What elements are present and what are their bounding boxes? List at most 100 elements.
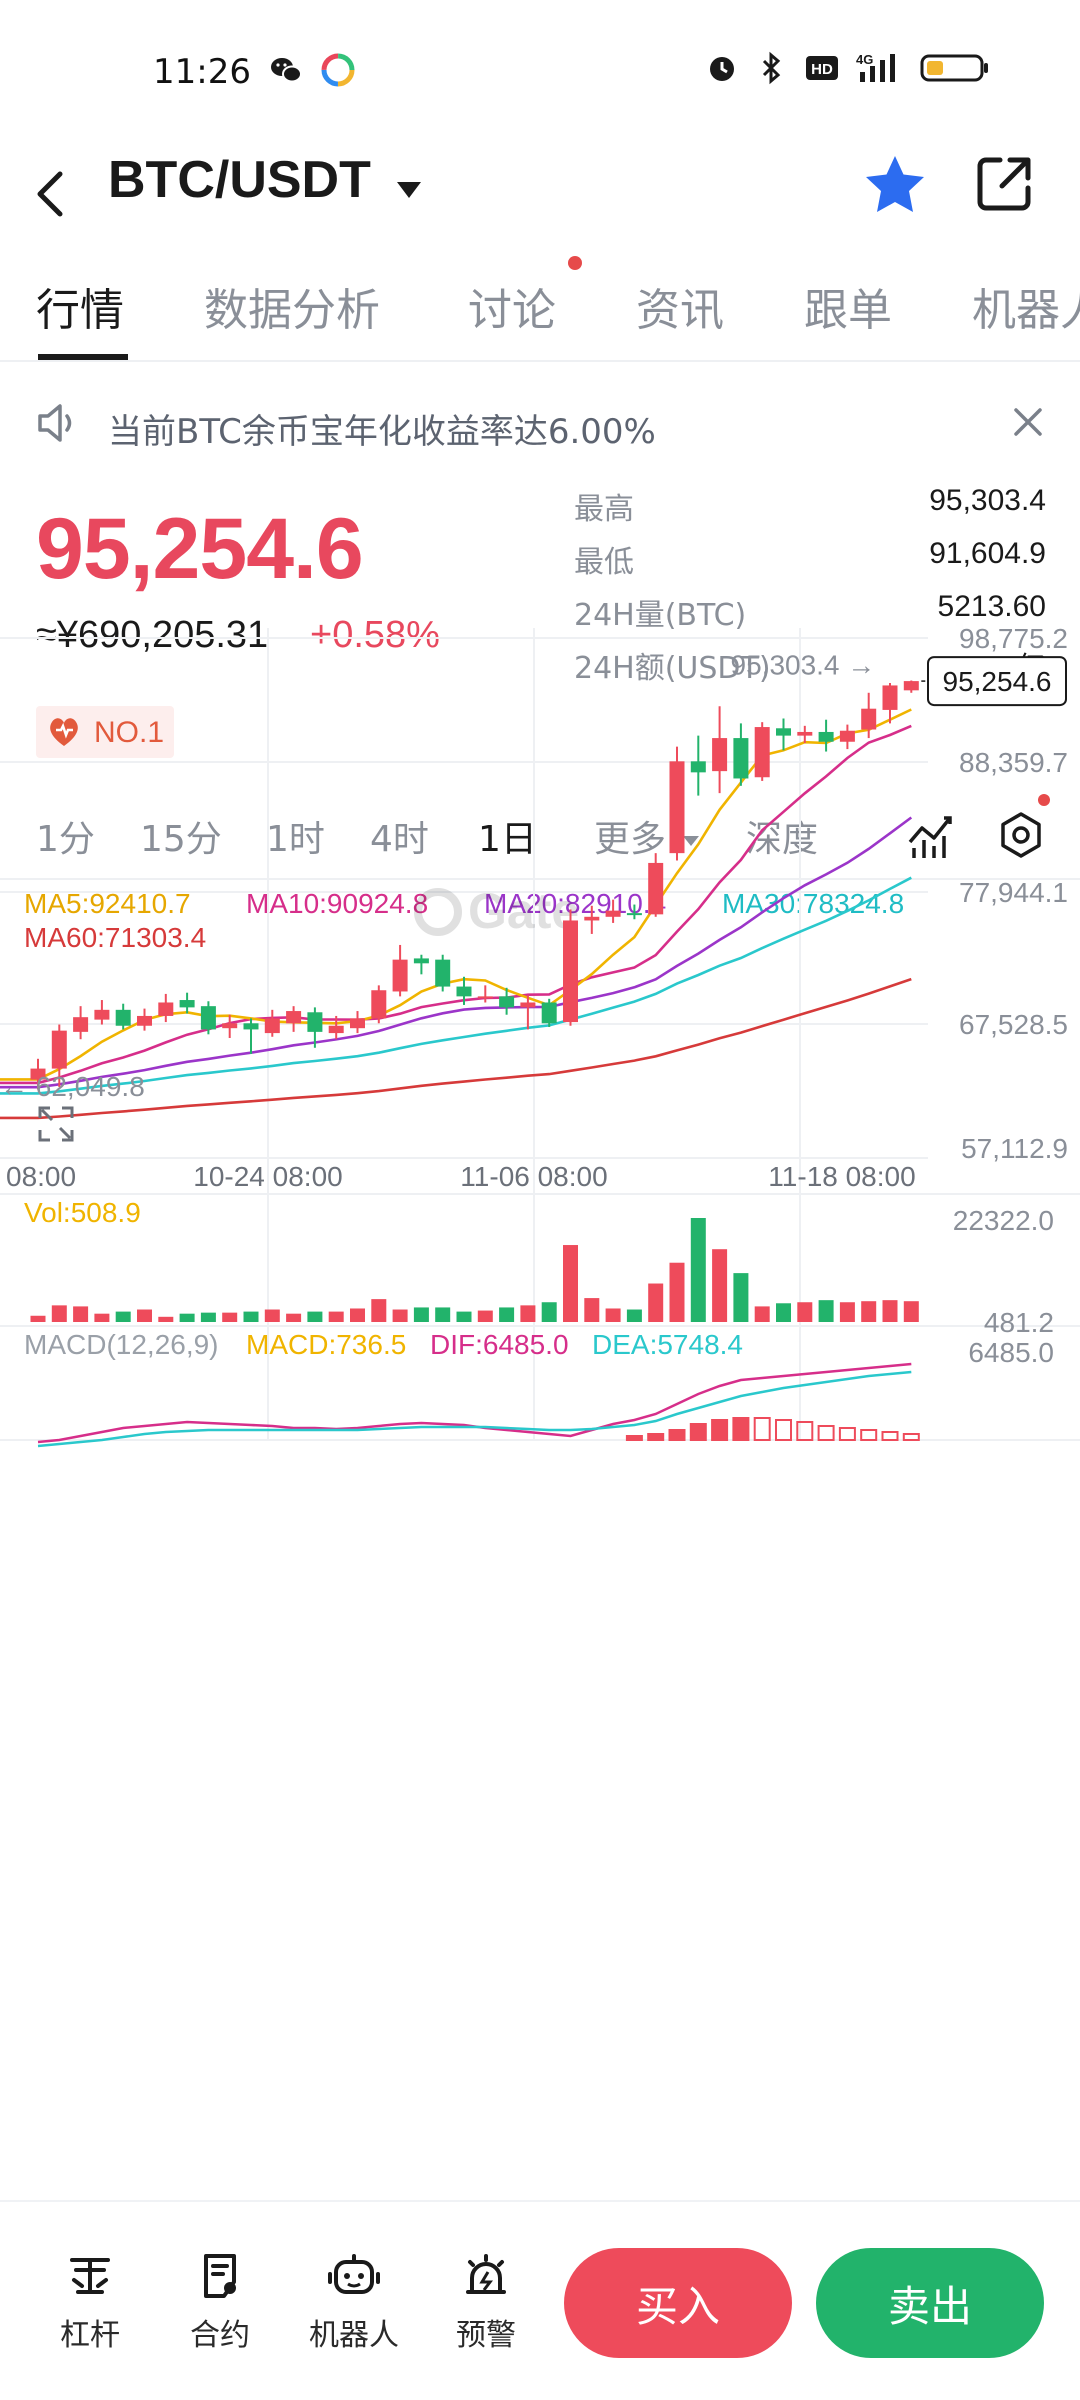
alert-button[interactable]: 预警 [436, 2252, 536, 2354]
price-axis: 98,775.2 88,359.7 77,944.1 67,528.5 57,112.9 [959, 626, 1068, 1164]
contract-icon [204, 2254, 236, 2298]
volume-bar [307, 1311, 323, 1322]
volume-bar [520, 1305, 536, 1322]
contract-button[interactable]: 合约 [170, 2252, 270, 2354]
candle-body [499, 996, 515, 1008]
contract-label: 合约 [190, 2318, 250, 2353]
caret-down-icon[interactable] [394, 178, 424, 202]
alarm-icon [710, 57, 734, 81]
volume-bar [243, 1311, 259, 1322]
candle-body [839, 730, 855, 742]
indicator-icon[interactable] [906, 812, 956, 862]
ma30-label: MA30:78324.8 [722, 888, 905, 919]
tab-data-analysis[interactable]: 数据分析 [204, 285, 380, 336]
status-time: 11:26 [153, 52, 251, 92]
volume-bar [73, 1306, 89, 1322]
alert-icon [466, 2254, 506, 2294]
volume-bar [30, 1315, 46, 1322]
macd-panel: MACD(12,26,9) MACD:736.5 DIF:6485.0 DEA:574… [24, 1329, 1054, 1448]
volume-bar [541, 1302, 557, 1322]
interval-selector: 1分 15分 1时 4时 1日 更多 深度 [0, 800, 1080, 880]
fullscreen-icon[interactable] [38, 1106, 74, 1142]
macd-histogram-bar [881, 1431, 899, 1441]
interval-15m[interactable]: 15分 [140, 819, 222, 860]
candle-body [179, 1000, 195, 1008]
announcement-banner[interactable]: 当前BTC余币宝年化收益率达6.00% [0, 364, 1080, 484]
volume-bar [669, 1262, 685, 1322]
volume-bar [690, 1218, 706, 1322]
macd-histogram-bar [625, 1435, 643, 1441]
volume-bar [158, 1316, 174, 1322]
macd-dea-label: DEA:5748.4 [592, 1329, 743, 1360]
bluetooth-icon [762, 51, 781, 85]
status-bar: 11:26 HD 4G [0, 0, 1080, 140]
back-button[interactable] [30, 154, 90, 234]
volume-bar [754, 1306, 770, 1322]
volume-panel: Vol:508.9 22322.0 481.2 [24, 1197, 1054, 1338]
macd-histogram-bar [902, 1433, 920, 1441]
macd-histogram-bar [753, 1417, 771, 1441]
ma20-line [0, 816, 913, 1089]
candle-body [200, 1006, 216, 1030]
volume-bar [882, 1300, 898, 1322]
candle-body [648, 862, 664, 915]
dea-line [37, 1370, 912, 1448]
bottom-action-bar: 杠杆 合约 机器人 预警 买入 卖出 [0, 2200, 1080, 2400]
kline-chart[interactable]: Gate 98,775.2 88,359.7 77,944.1 67,528.5 57,… [0, 626, 1080, 2200]
candle-body [51, 1030, 67, 1069]
volume-bar [200, 1312, 216, 1322]
interval-more[interactable]: 更多 [594, 810, 701, 862]
volume-bar [605, 1308, 621, 1322]
dif-line [37, 1362, 912, 1444]
volume-bar [861, 1301, 877, 1322]
interval-depth[interactable]: 深度 [746, 819, 819, 860]
share-icon[interactable] [972, 152, 1036, 216]
time-tick-label: 11-06 08:00 [460, 1161, 607, 1192]
macd-histogram-bar [817, 1425, 835, 1441]
close-icon[interactable] [1010, 404, 1046, 440]
tab-robot[interactable]: 机器人 [972, 285, 1080, 336]
candle-body [669, 761, 685, 854]
volume-bar [903, 1301, 919, 1322]
interval-4h[interactable]: 4时 [370, 819, 429, 860]
leverage-button[interactable]: 杠杆 [40, 2252, 140, 2354]
chart-markers: 95,303.4 → ← 62,049.8 95,254.6 [0, 649, 1067, 1102]
ma60-line [0, 977, 912, 1120]
candle-body [115, 1009, 131, 1026]
volume-bar [413, 1307, 429, 1322]
sell-button[interactable]: 卖出 [816, 2248, 1044, 2358]
interval-1d[interactable]: 1日 [478, 819, 537, 860]
macd-histogram-bar [796, 1421, 814, 1441]
macd-histogram-bar [860, 1429, 878, 1441]
last-price-tag-box [927, 656, 1067, 707]
watermark: Gate [414, 883, 579, 939]
stat-high: 最高 95,303.4 [574, 484, 1046, 537]
tab-market[interactable]: 行情 [36, 285, 124, 336]
favorite-star-icon[interactable] [862, 152, 928, 218]
price-tick-label: 98,775.2 [959, 626, 1068, 654]
volume-label: Vol:508.9 [24, 1197, 141, 1228]
alert-label: 预警 [456, 2318, 516, 2353]
tab-news[interactable]: 资讯 [636, 285, 724, 336]
robot-button[interactable]: 机器人 [304, 2252, 404, 2354]
volume-bar [94, 1313, 110, 1322]
interval-more-label: 更多 [594, 819, 667, 860]
volume-bar [584, 1298, 600, 1322]
price-cny: ≈¥690,205.31 [36, 614, 269, 656]
tab-discussion[interactable]: 讨论 [468, 285, 556, 336]
rank-badge[interactable]: NO.1 [36, 706, 174, 758]
volume-bar [392, 1309, 408, 1322]
volume-bar [776, 1303, 791, 1322]
tab-copy-trading[interactable]: 跟单 [804, 285, 892, 336]
macd-histogram-bar [647, 1433, 665, 1441]
stat-value: 91,604.9 [929, 537, 1046, 570]
heart-icon [50, 718, 78, 746]
interval-1h[interactable]: 1时 [266, 819, 325, 860]
candle-body [137, 1015, 152, 1026]
candle-body [541, 1002, 557, 1024]
buy-button[interactable]: 买入 [564, 2248, 792, 2358]
pair-title[interactable]: BTC/USDT [108, 151, 371, 209]
candle-body [307, 1012, 323, 1032]
settings-icon[interactable] [996, 810, 1046, 860]
interval-1m[interactable]: 1分 [36, 819, 95, 860]
